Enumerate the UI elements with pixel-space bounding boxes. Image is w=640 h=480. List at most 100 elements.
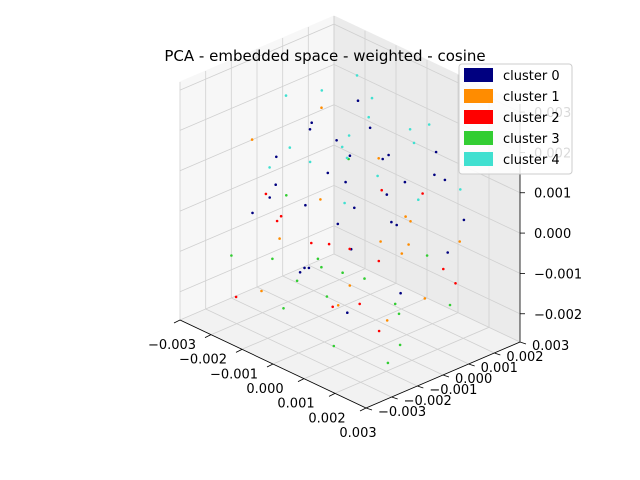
cluster-0-point	[335, 139, 338, 142]
cluster-0-point	[368, 126, 372, 130]
y-tick-label: −0.003	[378, 405, 426, 420]
x-tick-label: 0.002	[308, 411, 345, 426]
cluster-3-point	[425, 254, 429, 257]
y-tick-mark	[442, 374, 450, 378]
legend: cluster 0 cluster 1 cluster 2 cluster 3 clus…	[458, 63, 573, 175]
x-tick-mark	[235, 348, 243, 353]
cluster-0-point	[274, 183, 278, 186]
x-tick-mark	[297, 378, 305, 383]
y-tick-mark	[519, 341, 527, 345]
cluster-4-point	[320, 89, 324, 92]
legend-swatch-cluster-3	[464, 131, 493, 145]
cluster-2-point	[275, 219, 279, 223]
cluster-1-point	[260, 289, 263, 293]
cluster-1-point	[348, 284, 352, 287]
chart-title: PCA - embedded space - weighted - cosine	[164, 47, 485, 65]
cluster-0-point	[268, 196, 272, 199]
cluster-3-point	[320, 265, 323, 269]
y-tick-label: −0.002	[404, 394, 452, 409]
cluster-3-point	[230, 254, 233, 257]
cluster-0-point	[251, 211, 254, 215]
data-points	[230, 74, 466, 365]
cluster-2-point	[348, 247, 352, 251]
cluster-4-point	[459, 188, 462, 191]
cluster-3-point	[386, 361, 390, 365]
cluster-2-point	[377, 259, 381, 263]
y-grid-line	[307, 27, 495, 354]
cluster-1-point	[458, 240, 462, 243]
legend-swatch-cluster-0	[464, 68, 493, 82]
cluster-0-point	[275, 155, 278, 159]
z-grid-line	[179, 184, 521, 274]
legend-swatch-cluster-2	[464, 110, 493, 124]
cluster-1-point	[409, 220, 412, 223]
cluster-2-point	[454, 282, 457, 285]
y-tick-mark	[417, 385, 424, 389]
cluster-4-point	[376, 174, 379, 178]
x-tick-mark	[173, 319, 181, 324]
cluster-4-point	[284, 94, 288, 97]
z-grid-line	[179, 63, 521, 153]
cluster-0-point	[403, 180, 407, 184]
cluster-0-point	[336, 222, 340, 226]
cluster-0-point	[348, 154, 352, 157]
cluster-1-point	[320, 106, 323, 109]
legend-label-cluster-4: cluster 4	[503, 153, 560, 168]
cluster-0-point	[433, 173, 436, 177]
cluster-1-point	[407, 243, 410, 246]
cluster-4-point	[367, 115, 371, 119]
cluster-2-point	[327, 242, 331, 246]
cluster-3-point	[285, 194, 288, 197]
cluster-1-point	[400, 252, 404, 255]
cluster-0-point	[308, 128, 312, 131]
cluster-1-point	[377, 157, 381, 160]
cluster-1-point	[423, 297, 427, 300]
y-tick-label: 0.003	[532, 339, 569, 354]
y-tick-mark	[391, 396, 398, 400]
z-tick-label: 0.001	[534, 187, 571, 202]
cluster-2-point	[331, 305, 335, 309]
cluster-0-point	[385, 193, 389, 196]
cluster-0-point	[304, 203, 307, 207]
legend-swatch-cluster-4	[464, 152, 493, 166]
cluster-0-point	[326, 171, 330, 175]
x-tick-mark	[328, 392, 336, 397]
z-grid-line	[179, 144, 521, 234]
cluster-1-point	[319, 198, 322, 201]
cluster-2-point	[234, 295, 238, 299]
y-grid-line	[256, 49, 444, 376]
legend-label-cluster-0: cluster 0	[503, 69, 560, 84]
z-grid-line	[179, 104, 521, 194]
cluster-3-point	[393, 302, 397, 306]
cluster-4-point	[412, 141, 416, 145]
x-tick-mark	[359, 407, 367, 412]
cluster-0-point	[387, 153, 390, 157]
y-tick-label: 0.000	[455, 372, 492, 387]
cluster-2-point	[310, 241, 313, 245]
cluster-1-point	[404, 215, 407, 218]
cluster-4-point	[343, 201, 346, 205]
cluster-3-point	[282, 307, 285, 310]
cluster-1-point	[385, 319, 389, 322]
cluster-2-point	[279, 214, 283, 218]
x-tick-label: 0.001	[277, 397, 314, 412]
x-tick-label: −0.001	[210, 367, 258, 382]
cluster-1-point	[278, 237, 281, 240]
y-tick-label: 0.001	[481, 361, 518, 376]
cluster-2-point	[421, 192, 424, 195]
cluster-4-point	[347, 134, 351, 137]
cluster-4-point	[308, 160, 312, 164]
cluster-4-point	[355, 74, 359, 77]
cluster-0-point	[446, 251, 450, 254]
cluster-0-point	[303, 266, 306, 270]
legend-swatch-cluster-1	[464, 89, 493, 103]
x-tick-label: −0.002	[179, 353, 227, 368]
legend-label-cluster-1: cluster 1	[503, 90, 560, 105]
cluster-4-point	[370, 96, 374, 100]
cluster-3-point	[332, 344, 336, 348]
cluster-4-point	[427, 123, 431, 126]
y-tick-label: 0.002	[506, 350, 543, 365]
cluster-0-point	[462, 218, 466, 222]
cluster-0-point	[307, 266, 311, 270]
